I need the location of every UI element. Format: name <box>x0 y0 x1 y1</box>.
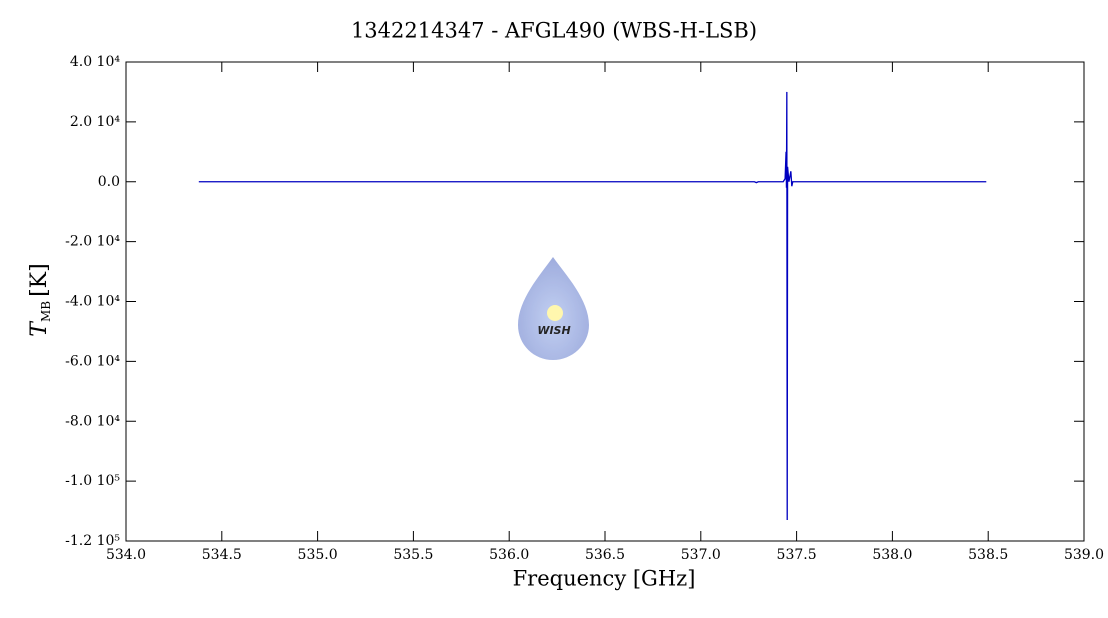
watermark-logo: WISH <box>518 257 589 360</box>
y-tick-label: 0.0 <box>98 174 120 190</box>
y-tick-label: -2.0 10⁴ <box>65 234 120 250</box>
x-tick-label: 538.5 <box>968 547 1008 563</box>
y-tick-label: -4.0 10⁴ <box>65 294 120 310</box>
x-tick-label: 538.0 <box>872 547 912 563</box>
x-tick-label: 539.0 <box>1064 547 1104 563</box>
y-axis-title-text: TMB[K] <box>27 263 53 336</box>
chart-title: 1342214347 - AFGL490 (WBS-H-LSB) <box>351 19 757 43</box>
y-tick-label: 4.0 10⁴ <box>70 54 121 70</box>
x-tick-label: 537.0 <box>681 547 721 563</box>
x-tick-label: 535.5 <box>393 547 433 563</box>
y-tick-label: 2.0 10⁴ <box>70 114 121 130</box>
y-tick-label: -1.2 10⁵ <box>65 533 120 549</box>
plot-frame <box>125 61 1085 542</box>
x-tick-label: 536.5 <box>585 547 625 563</box>
y-tick-label: -6.0 10⁴ <box>65 353 120 369</box>
series-line <box>198 91 987 521</box>
watermark-text: WISH <box>537 324 570 337</box>
y-axis-title: TMB[K] <box>27 263 53 336</box>
x-tick-label: 534.0 <box>106 547 146 563</box>
y-tick-label: -1.0 10⁵ <box>65 473 120 489</box>
x-tick-label: 534.5 <box>202 547 242 563</box>
x-tick-label: 537.5 <box>777 547 817 563</box>
x-tick-label: 536.0 <box>489 547 529 563</box>
y-tick-label: -8.0 10⁴ <box>65 413 120 429</box>
x-axis-title: Frequency [GHz] <box>513 567 696 591</box>
x-tick-label: 535.0 <box>298 547 338 563</box>
